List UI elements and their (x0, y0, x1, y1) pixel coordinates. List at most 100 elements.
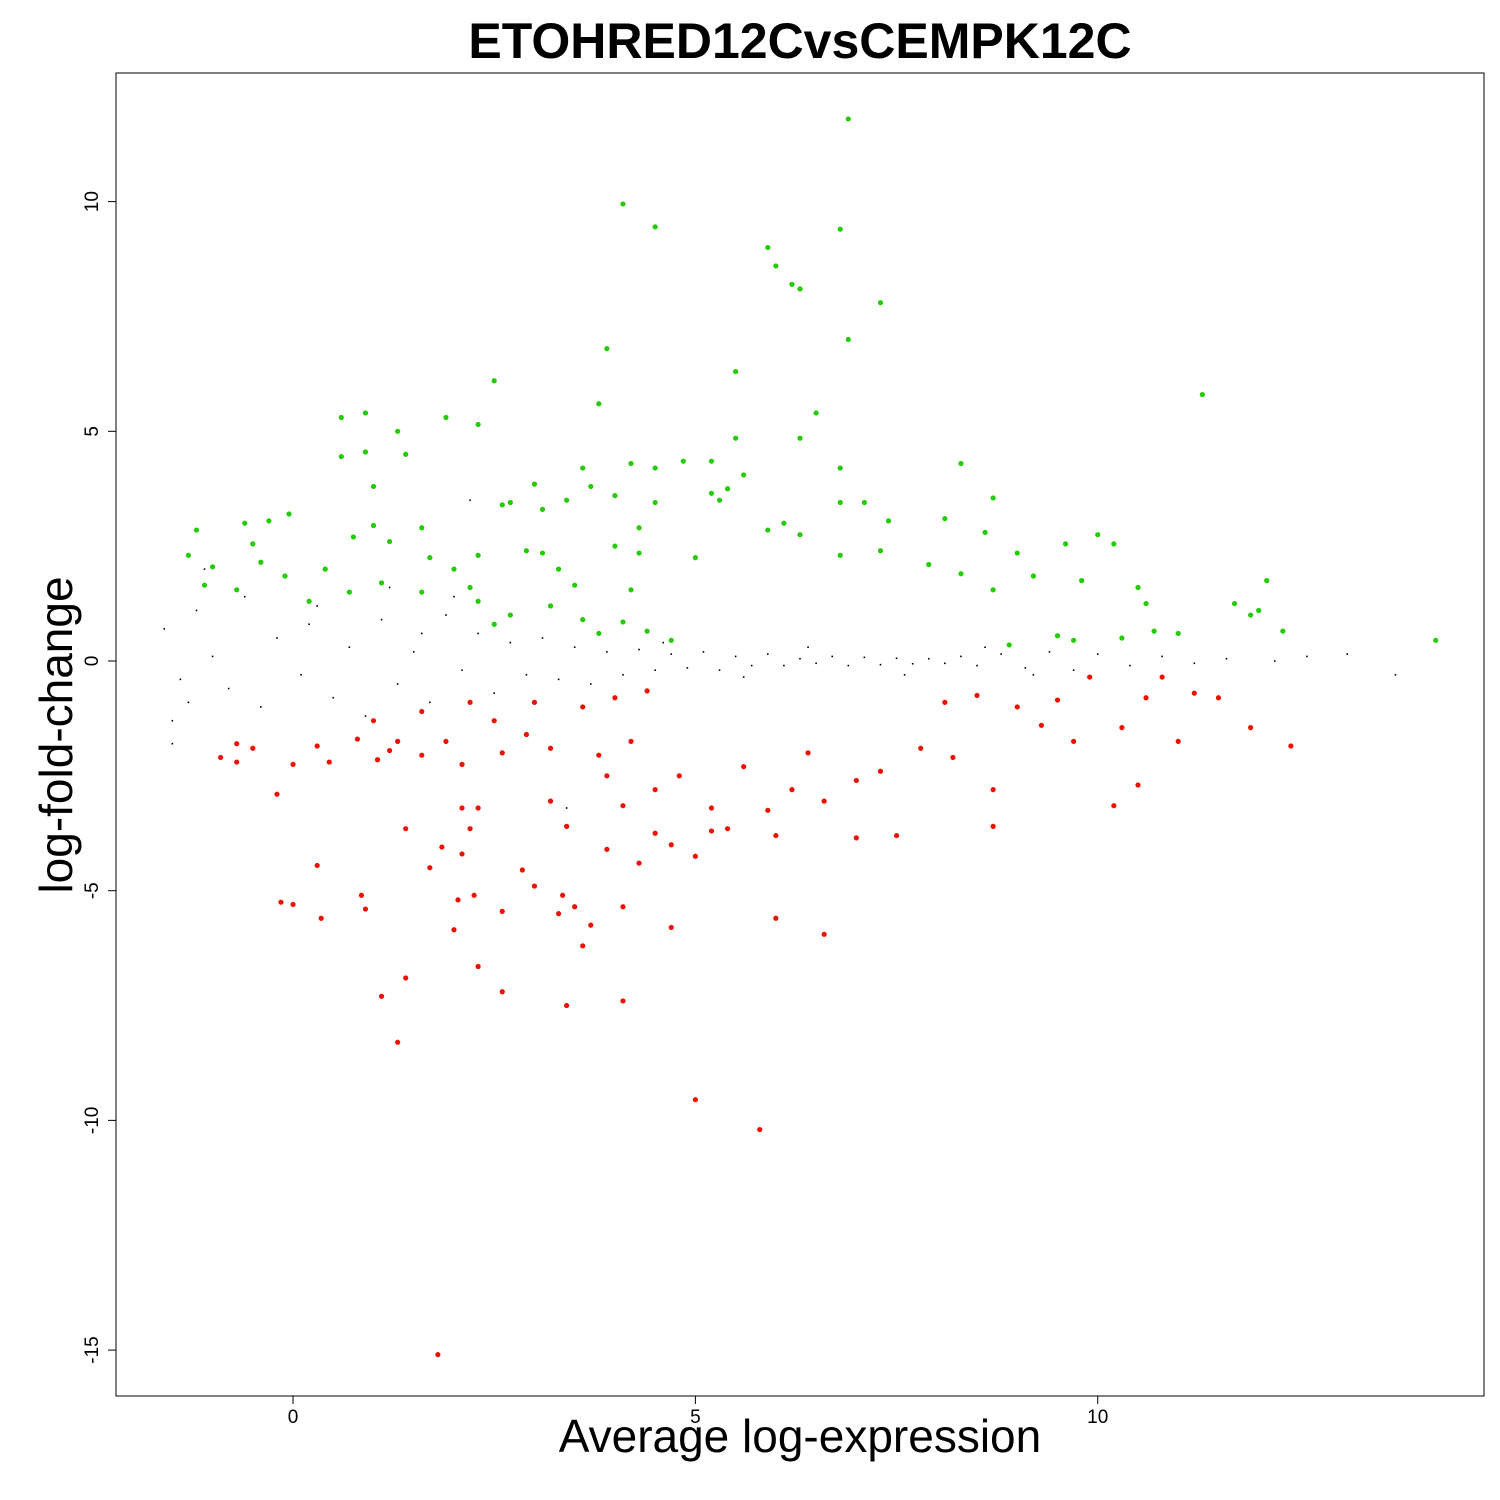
data-point (218, 754, 224, 761)
data-point (499, 502, 505, 508)
data-point (443, 414, 449, 421)
data-point (620, 998, 626, 1004)
data-point (523, 548, 530, 554)
data-point (877, 300, 884, 306)
data-point (326, 759, 332, 765)
data-point (821, 798, 827, 804)
data-point (741, 764, 747, 770)
x-tick-label: 10 (1087, 1407, 1108, 1428)
data-point (942, 699, 948, 705)
data-point (560, 892, 566, 898)
data-point (652, 787, 658, 793)
data-point (362, 410, 369, 416)
data-point (708, 828, 715, 834)
data-point (419, 708, 425, 715)
data-point (596, 630, 602, 637)
data-point (396, 683, 399, 685)
data-point (427, 865, 433, 871)
data-point (837, 226, 843, 232)
data-point (580, 465, 586, 471)
data-point (984, 646, 986, 649)
data-point (1256, 607, 1262, 614)
data-point (290, 761, 296, 767)
data-point (1119, 635, 1125, 641)
data-point (895, 657, 898, 660)
data-point (453, 595, 455, 598)
data-point (654, 669, 656, 671)
data-point (555, 566, 562, 572)
data-point (201, 582, 208, 588)
data-point (893, 832, 900, 839)
data-point (1014, 704, 1020, 710)
data-point (1191, 690, 1197, 696)
data-point (580, 943, 586, 949)
data-point (676, 773, 682, 779)
data-point (378, 580, 385, 586)
data-point (604, 346, 610, 352)
data-point (1119, 725, 1125, 731)
data-point (797, 532, 803, 538)
data-point (459, 761, 465, 767)
data-point (670, 653, 673, 655)
data-point (612, 695, 618, 701)
data-point (974, 692, 980, 699)
data-point (1087, 674, 1093, 680)
data-point (668, 924, 674, 931)
data-point (564, 823, 570, 829)
data-point (467, 826, 473, 832)
data-point (1054, 697, 1061, 703)
data-point (990, 587, 996, 593)
plot-frame (115, 72, 1485, 1397)
data-point (789, 281, 795, 287)
data-point (234, 759, 240, 765)
data-point (837, 499, 843, 506)
data-point (1193, 662, 1196, 665)
data-point (1038, 722, 1045, 728)
data-point (652, 499, 658, 506)
data-point (1231, 600, 1238, 607)
data-point (845, 336, 851, 343)
data-point (493, 692, 496, 694)
data-point (519, 867, 525, 873)
data-point (1215, 695, 1222, 701)
data-point (628, 460, 634, 467)
data-point (911, 662, 914, 665)
data-point (491, 378, 497, 384)
data-point (234, 587, 240, 593)
data-point (499, 750, 505, 756)
data-point (564, 497, 570, 503)
data-point (606, 651, 608, 653)
data-point (346, 589, 352, 595)
data-point (322, 566, 328, 572)
data-point (863, 656, 866, 659)
y-tick-label: 10 (82, 191, 103, 212)
data-point (1030, 573, 1036, 579)
data-point (451, 927, 457, 933)
data-point (455, 897, 461, 903)
data-point (419, 752, 425, 758)
data-point (420, 632, 423, 635)
data-point (797, 286, 803, 292)
data-point (589, 683, 592, 685)
data-point (837, 552, 843, 558)
data-point (471, 892, 477, 898)
data-point (620, 619, 626, 625)
data-point (308, 623, 310, 626)
data-point (692, 853, 698, 859)
data-point (958, 460, 964, 467)
data-point (306, 598, 312, 604)
data-point (879, 663, 882, 666)
data-point (960, 655, 962, 658)
data-point (1273, 660, 1276, 662)
data-point (990, 495, 996, 501)
data-point (395, 738, 401, 744)
y-tick-label: -15 (82, 1336, 103, 1363)
data-point (419, 589, 425, 595)
data-point (531, 883, 538, 889)
chart-title: ETOHRED12CvsCEMPK12C (468, 13, 1131, 69)
data-point (332, 696, 335, 699)
data-point (1048, 651, 1051, 653)
data-point (628, 738, 634, 744)
data-point (918, 745, 924, 751)
data-point (282, 573, 288, 579)
